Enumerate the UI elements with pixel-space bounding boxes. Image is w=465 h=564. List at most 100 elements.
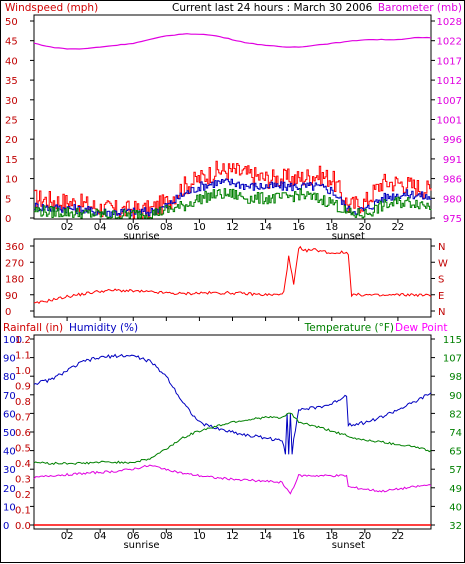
x-tick-label: 06 — [127, 222, 140, 233]
series-humidity — [33, 353, 432, 455]
y-tick-label-right: 1017 — [437, 56, 462, 67]
y-tick-label-temp: 90 — [449, 391, 462, 402]
series-windspeed-min — [34, 188, 432, 219]
y-tick-label-left: 40 — [5, 56, 18, 67]
y-tick-label-right: 1007 — [437, 96, 462, 107]
y-tick-label-rain: 1.0 — [15, 366, 31, 377]
x-tick-label: 22 — [392, 531, 405, 542]
y-tick-label-temp: 57 — [449, 465, 462, 476]
y-tick-label-left: 90 — [5, 291, 18, 302]
y-tick-label-rain: 0.6 — [15, 428, 31, 439]
x-tick-label: 14 — [259, 222, 272, 233]
y-tick-label-humidity: 80 — [3, 372, 16, 383]
x-annotation-sunrise: sunrise — [123, 231, 159, 242]
y-tick-label-right: W — [438, 258, 448, 269]
x-tick-label: 04 — [94, 531, 107, 542]
y-tick-label-right: N — [438, 242, 445, 253]
x-tick-label: 06 — [127, 531, 140, 542]
y-tick-label-temp: 107 — [443, 354, 462, 365]
y-tick-label-left: 360 — [5, 242, 24, 253]
y-tick-label-rain: 0.4 — [15, 459, 31, 470]
y-tick-label-humidity: 20 — [3, 484, 16, 495]
y-tick-label-right: 980 — [443, 194, 462, 205]
y-tick-label-temp: 74 — [449, 428, 462, 439]
y-tick-label-rain: 1.2 — [15, 335, 31, 346]
series-temperature — [33, 412, 432, 465]
y-tick-label-left: 180 — [5, 275, 24, 286]
barometer-axis-title: Barometer (mb) — [378, 2, 462, 14]
y-tick-label-right: 1022 — [437, 37, 462, 48]
series-dew-point — [33, 464, 432, 495]
y-tick-label-left: 0 — [5, 214, 11, 225]
x-tick-label: 18 — [325, 222, 338, 233]
y-tick-label-rain: 0.3 — [15, 475, 31, 486]
y-tick-label-temp: 40 — [449, 502, 462, 513]
y-tick-label-humidity: 90 — [3, 354, 16, 365]
y-tick-label-left: 0 — [5, 307, 11, 318]
y-tick-label-temp: 115 — [443, 335, 462, 346]
y-tick-label-humidity: 10 — [3, 502, 16, 513]
y-tick-label-left: 10 — [5, 175, 18, 186]
y-tick-label-right: E — [438, 291, 444, 302]
windspeed-axis-title: Windspeed (mph) — [5, 2, 98, 14]
humidity-axis-title: Humidity (%) — [69, 322, 138, 334]
y-tick-label-humidity: 40 — [3, 447, 16, 458]
x-annotation-sunset: sunset — [332, 540, 365, 551]
y-tick-label-left: 35 — [5, 76, 18, 87]
y-tick-label-rain: 1.1 — [15, 351, 31, 362]
x-tick-label: 02 — [61, 222, 74, 233]
y-tick-label-rain: 0.5 — [15, 444, 31, 455]
x-tick-label: 08 — [160, 531, 173, 542]
rainfall-axis-title: Rainfall (in) — [3, 322, 63, 334]
y-tick-label-right: 1028 — [437, 17, 462, 28]
x-tick-label: 16 — [292, 222, 305, 233]
x-tick-label: 20 — [358, 531, 371, 542]
y-tick-label-rain: 0.1 — [15, 506, 31, 517]
plot-frame — [33, 238, 432, 318]
plot-frame — [33, 334, 432, 530]
y-tick-label-left: 25 — [5, 116, 18, 127]
y-tick-label-humidity: 100 — [3, 335, 22, 346]
y-tick-label-right: 996 — [443, 135, 462, 146]
y-tick-label-rain: 0.0 — [15, 521, 31, 532]
y-tick-label-right: 986 — [443, 175, 462, 186]
y-tick-label-humidity: 0 — [3, 521, 9, 532]
y-tick-label-temp: 49 — [449, 484, 462, 495]
rain-humidity-temp-panel: 02 04 06 08 10 12 14 16 18 20 22 sunrise sunset 0 10 20… — [3, 334, 462, 551]
y-tick-label-right: 991 — [443, 155, 462, 166]
y-tick-label-temp: 82 — [449, 409, 462, 420]
y-tick-label-rain: 0.8 — [15, 397, 31, 408]
y-tick-label-humidity: 30 — [3, 465, 16, 476]
y-tick-label-temp: 32 — [449, 521, 462, 532]
y-tick-label-right: 1001 — [437, 116, 462, 127]
chart-title: Current last 24 hours : March 30 2006 — [172, 2, 373, 14]
y-tick-label-rain: 0.9 — [15, 382, 31, 393]
y-tick-label-rain: 0.2 — [15, 490, 31, 501]
x-annotation-sunrise: sunrise — [123, 540, 159, 551]
x-tick-label: 20 — [358, 222, 371, 233]
x-tick-label: 16 — [292, 531, 305, 542]
plot-frame — [33, 14, 432, 220]
temperature-axis-title: Temperature (°F) — [304, 322, 394, 334]
x-tick-label: 02 — [61, 531, 74, 542]
x-tick-label: 12 — [226, 222, 239, 233]
x-annotation-sunset: sunset — [332, 231, 365, 242]
y-tick-label-left: 5 — [5, 194, 11, 205]
y-tick-label-right: 1012 — [437, 76, 462, 87]
x-tick-label: 10 — [193, 531, 206, 542]
series-wind-direction — [33, 245, 432, 305]
x-tick-label: 04 — [94, 222, 107, 233]
y-tick-label-right: 975 — [443, 214, 462, 225]
y-tick-label-humidity: 60 — [3, 409, 16, 420]
x-tick-label: 08 — [160, 222, 173, 233]
x-tick-label: 18 — [325, 531, 338, 542]
y-tick-label-left: 50 — [5, 17, 18, 28]
y-tick-label-left: 20 — [5, 135, 18, 146]
y-tick-label-right: N — [438, 307, 445, 318]
y-tick-label-temp: 98 — [449, 372, 462, 383]
series-barometer — [33, 33, 432, 50]
x-tick-label: 12 — [226, 531, 239, 542]
